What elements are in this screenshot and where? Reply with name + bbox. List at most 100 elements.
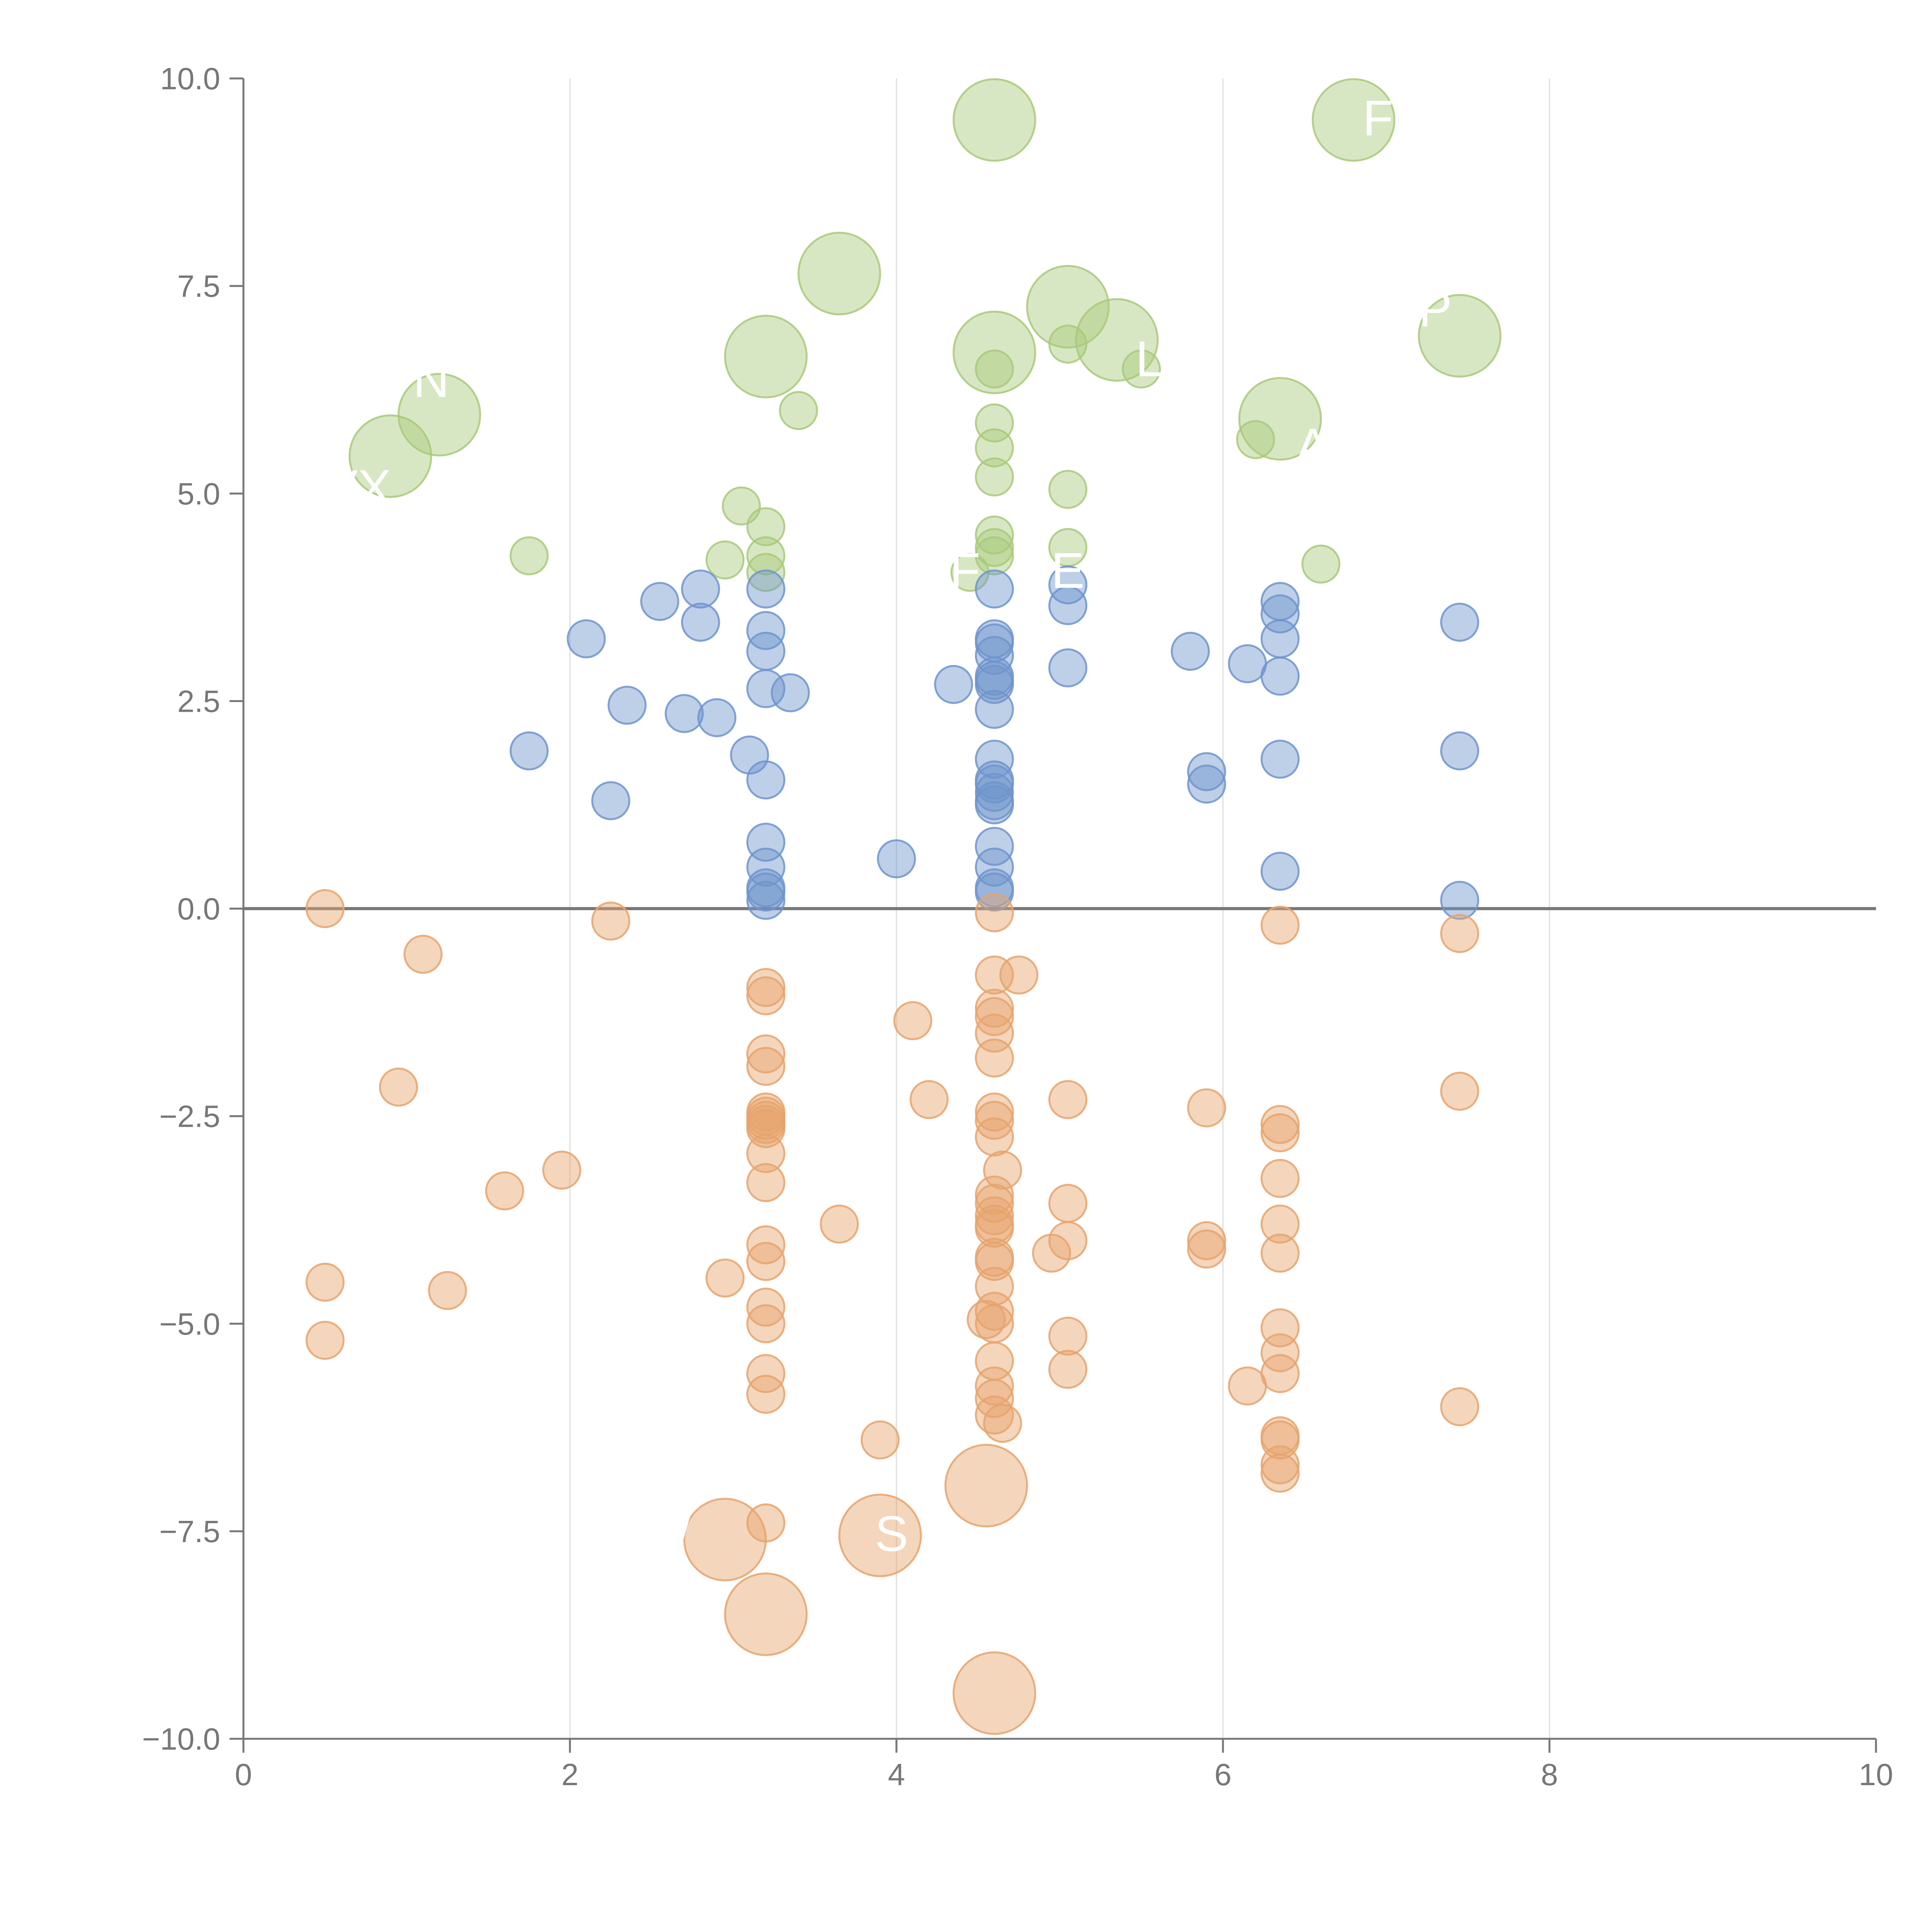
orange-point [944, 1444, 1028, 1527]
blue-point [607, 685, 647, 725]
green-point [975, 536, 1014, 575]
orange-point [1440, 1387, 1480, 1427]
blue-point [1228, 644, 1267, 684]
orange-point [1048, 1350, 1088, 1389]
orange-point [746, 1242, 786, 1281]
y-tick-label: 10.0 [160, 61, 220, 96]
orange-point [1260, 1354, 1300, 1393]
blue-point [1048, 586, 1088, 625]
green-point [1236, 420, 1275, 459]
orange-point [542, 1150, 582, 1190]
point-label: W [644, 1501, 692, 1558]
x-tick-label: 6 [1214, 1757, 1232, 1792]
blue-point [975, 690, 1014, 729]
blue-point [877, 839, 916, 879]
blue-point [1171, 631, 1210, 671]
orange-point [861, 1420, 900, 1460]
orange-point [1440, 1071, 1480, 1111]
orange-point [983, 1150, 1022, 1190]
blue-point [746, 611, 786, 650]
orange-point [1228, 1366, 1267, 1406]
orange-point [746, 976, 786, 1015]
point-label: VX [324, 459, 391, 516]
point-label: E [1051, 542, 1085, 599]
green-point [1048, 325, 1088, 364]
green-point [952, 78, 1036, 162]
green-point [397, 373, 481, 457]
green-point [975, 349, 1014, 389]
orange-point [1260, 1453, 1300, 1493]
orange-point [1260, 905, 1300, 945]
orange-point [485, 1171, 524, 1211]
green-point [509, 536, 549, 575]
orange-point [1260, 1233, 1300, 1273]
blue-point [746, 760, 786, 799]
x-tick-label: 10 [1859, 1757, 1893, 1792]
point-label: N [413, 351, 449, 408]
blue-point [746, 631, 786, 671]
green-point [1048, 470, 1088, 509]
green-point [975, 428, 1014, 468]
orange-point [746, 1374, 786, 1414]
blue-point [1440, 881, 1480, 920]
orange-point [591, 901, 631, 941]
blue-point [566, 619, 606, 658]
green-point [798, 231, 881, 315]
green-point [1311, 78, 1396, 162]
blue-point [1260, 740, 1300, 779]
point-label: R [919, 90, 956, 146]
x-tick-label: 4 [888, 1757, 905, 1792]
x-tick-label: 8 [1541, 1757, 1558, 1792]
y-tick-label: 2.5 [177, 684, 220, 718]
orange-point [746, 1304, 786, 1344]
orange-point [893, 1001, 932, 1041]
y-tick-label: −5.0 [159, 1307, 220, 1341]
green-point [975, 515, 1014, 555]
blue-point [1440, 731, 1480, 770]
blue-point [975, 785, 1014, 825]
orange-point [1187, 1088, 1226, 1128]
blue-point [591, 781, 631, 820]
orange-point [305, 1321, 345, 1360]
orange-point [952, 1651, 1036, 1735]
orange-point [683, 1498, 767, 1582]
orange-point [999, 955, 1039, 995]
orange-point [1440, 914, 1480, 953]
green-point [975, 528, 1014, 567]
orange-point [428, 1271, 467, 1310]
orange-point [975, 1175, 1014, 1215]
orange-point [1187, 1229, 1226, 1269]
blue-point [1260, 619, 1300, 658]
orange-point [975, 893, 1014, 932]
blue-point [640, 582, 679, 621]
point-label: E [1043, 1480, 1077, 1537]
orange-point [403, 935, 443, 974]
orange-point [910, 1080, 949, 1119]
orange-point [746, 1047, 786, 1086]
orange-point [975, 1100, 1014, 1140]
point-label: A [1296, 418, 1330, 474]
orange-point [1048, 1080, 1088, 1119]
orange-point [379, 1067, 418, 1107]
orange-point [975, 1117, 1014, 1156]
blue-point [746, 669, 786, 708]
orange-point [746, 968, 786, 1007]
point-label: L [1136, 330, 1163, 387]
orange-point [975, 1379, 1014, 1418]
orange-point [746, 1163, 786, 1202]
orange-point [1260, 1333, 1300, 1372]
green-point [952, 310, 1036, 395]
blue-point [770, 673, 810, 713]
blue-point [697, 698, 736, 737]
blue-point [730, 735, 769, 775]
green-point [1301, 544, 1340, 584]
blue-point [1440, 602, 1480, 642]
y-tick-label: −2.5 [159, 1099, 220, 1134]
orange-point [746, 1134, 786, 1173]
blue-point [934, 665, 973, 704]
orange-point [1032, 1233, 1071, 1273]
blue-point [1187, 764, 1226, 804]
blue-point [509, 731, 549, 770]
orange-point [975, 997, 1014, 1036]
